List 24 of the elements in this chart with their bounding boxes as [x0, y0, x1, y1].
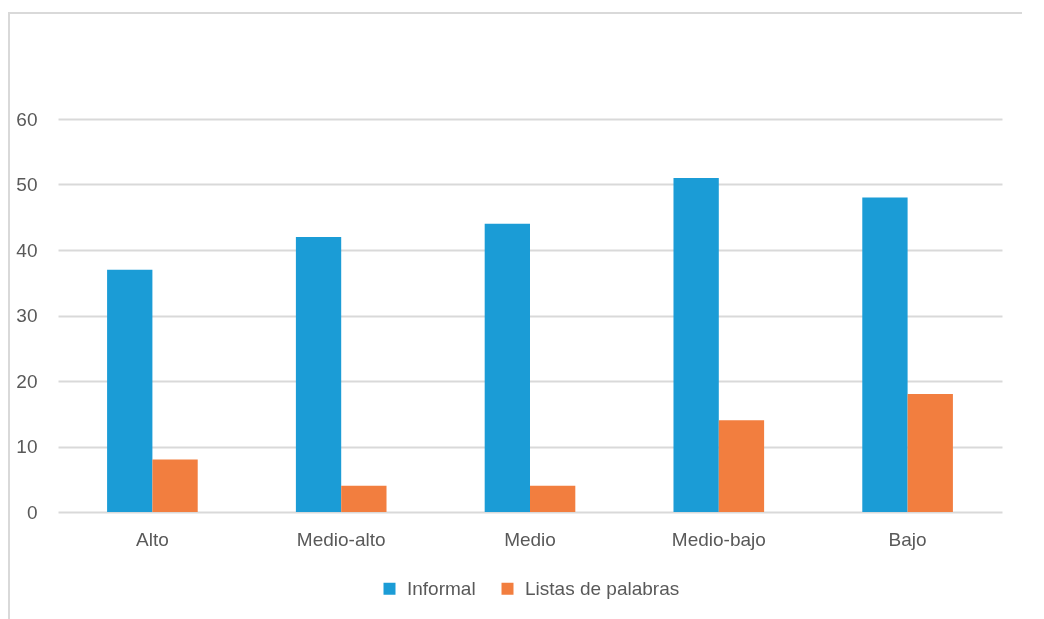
bar: [341, 485, 387, 512]
bar: [718, 420, 765, 512]
bar: [107, 269, 153, 512]
x-tick-label: Medio-alto: [296, 528, 386, 550]
y-tick-label: 20: [16, 370, 38, 392]
bar: [673, 177, 719, 512]
y-tick-label: 60: [16, 108, 38, 130]
y-tick-label: 40: [16, 239, 38, 261]
bar: [862, 197, 908, 512]
bar: [295, 236, 342, 512]
y-tick-label: 30: [16, 305, 38, 326]
y-tick-label: 50: [16, 174, 38, 195]
bar: [152, 459, 198, 512]
legend-label: Listas de palabras: [525, 577, 680, 599]
x-tick-label: Medio: [504, 528, 556, 550]
legend-label: Informal: [407, 577, 476, 599]
y-tick-label: 10: [16, 436, 38, 457]
x-tick-label: Bajo: [888, 528, 927, 550]
bar: [530, 485, 576, 512]
x-tick-label: Alto: [136, 528, 169, 550]
x-tick-label: Medio-bajo: [671, 528, 766, 550]
bar: [484, 223, 530, 512]
y-tick-label: 0: [26, 501, 38, 523]
bar: [907, 394, 953, 512]
